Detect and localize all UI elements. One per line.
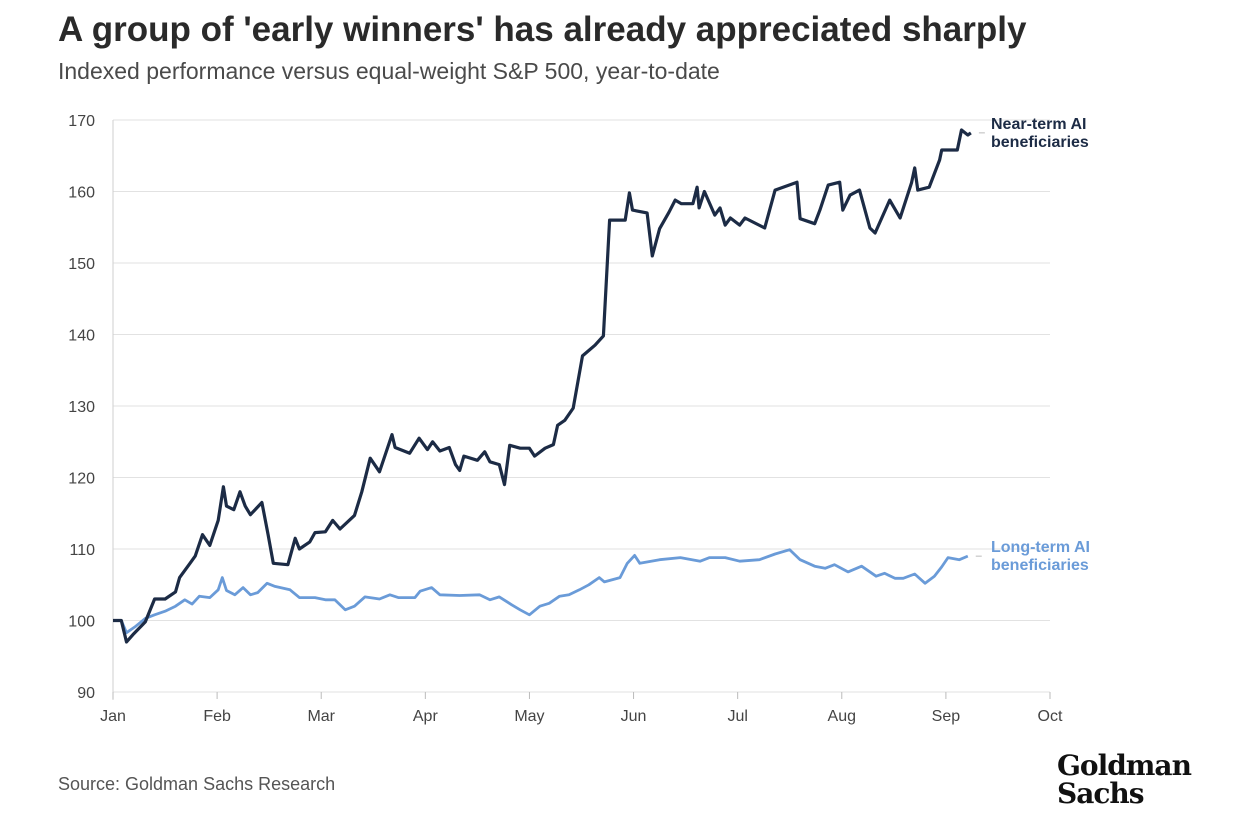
series-line-long-term <box>113 548 969 635</box>
goldman-sachs-logo: Goldman Sachs <box>1057 749 1192 810</box>
x-tick-label: Feb <box>203 708 231 725</box>
x-tick-label: Aug <box>828 708 856 725</box>
source-note: Source: Goldman Sachs Research <box>58 774 336 794</box>
chart-subtitle: Indexed performance versus equal-weight … <box>58 58 720 84</box>
series-label: Near-term AI <box>991 116 1086 133</box>
x-tick-label: Apr <box>413 708 439 725</box>
y-tick-label: 120 <box>68 471 95 488</box>
x-tick-label: Jan <box>100 708 126 725</box>
y-tick-label: 110 <box>69 542 95 559</box>
y-tick-label: 170 <box>68 113 95 130</box>
logo-line-1: Goldman <box>1057 749 1192 782</box>
series-line-near-term <box>113 128 972 644</box>
series-label: beneficiaries <box>991 134 1089 151</box>
x-tick-label: Jul <box>727 708 747 725</box>
x-tick-label: Mar <box>307 708 335 725</box>
y-tick-label: 140 <box>68 328 95 345</box>
x-tick-label: Jun <box>621 708 647 725</box>
x-tick-label: Sep <box>932 708 961 725</box>
y-tick-label: 90 <box>77 685 95 702</box>
chart-title: A group of 'early winners' has already a… <box>58 10 1027 49</box>
y-tick-label: 130 <box>68 399 95 416</box>
y-tick-label: 160 <box>68 185 95 202</box>
x-tick-label: Oct <box>1038 708 1063 725</box>
logo-line-2: Sachs <box>1057 777 1145 810</box>
series-label: Long-term AI <box>991 539 1090 556</box>
y-tick-label: 100 <box>68 614 95 631</box>
x-tick-label: May <box>514 708 544 725</box>
series-label: beneficiaries <box>991 557 1089 574</box>
y-tick-label: 150 <box>68 256 95 273</box>
